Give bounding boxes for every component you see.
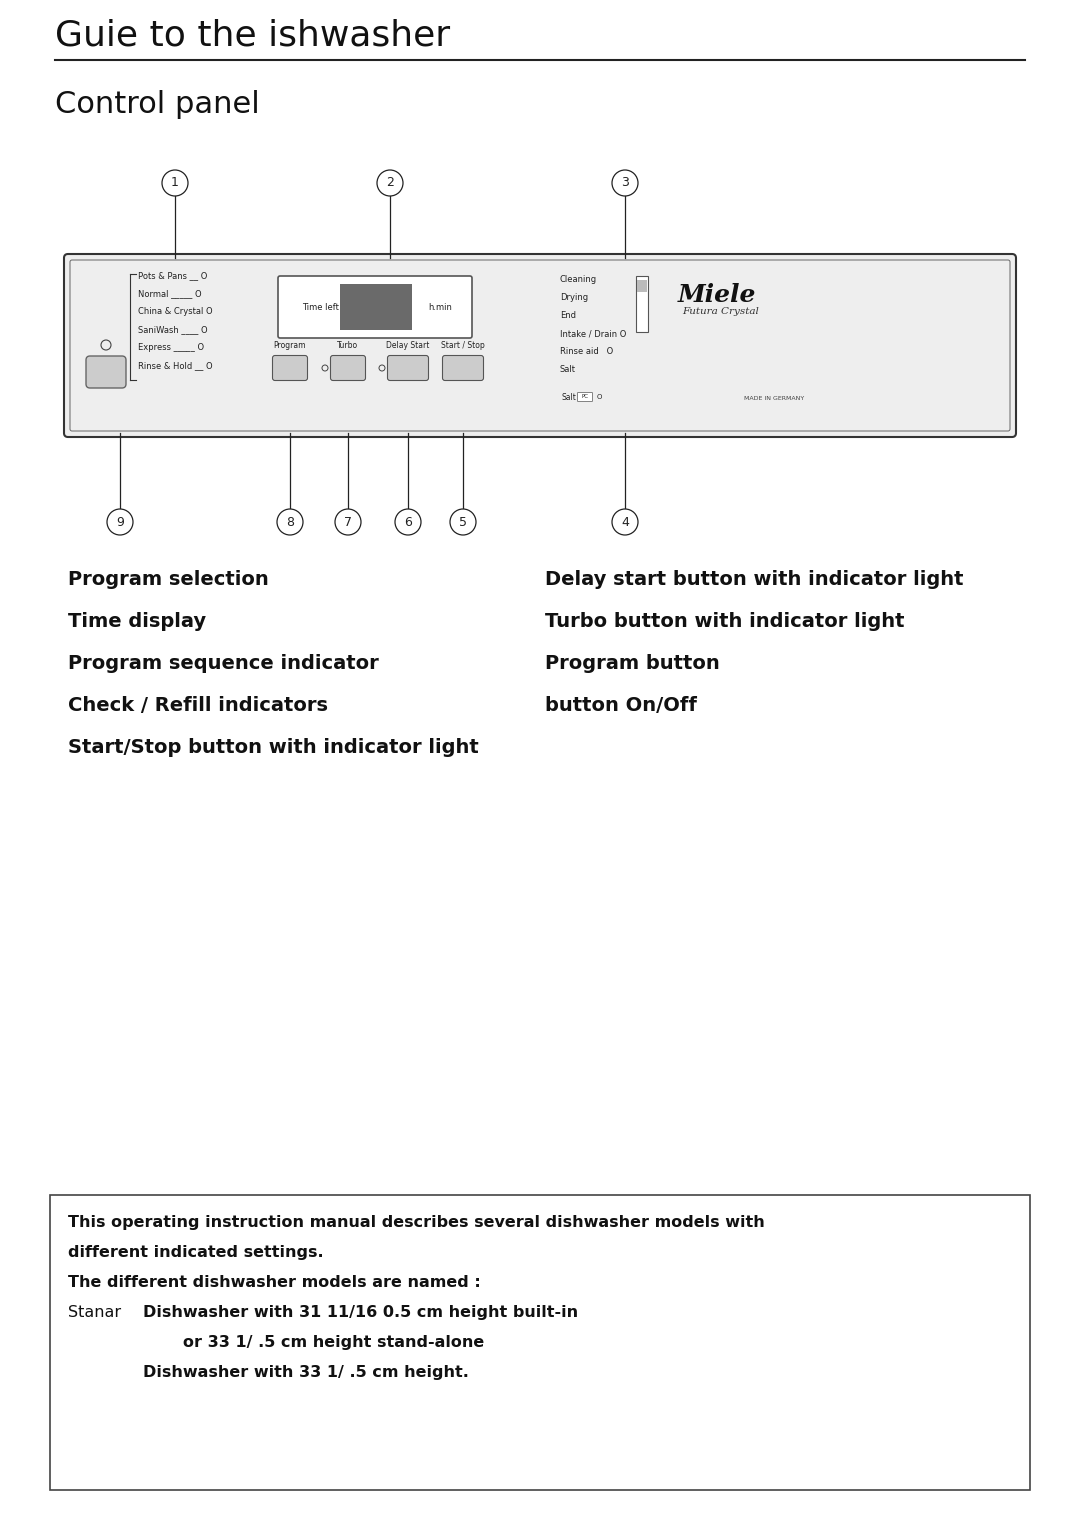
Text: Start / Stop: Start / Stop xyxy=(441,341,485,350)
FancyBboxPatch shape xyxy=(443,356,484,381)
Text: Start/Stop button with indicator light: Start/Stop button with indicator light xyxy=(68,739,478,757)
Text: Stanar: Stanar xyxy=(68,1304,121,1320)
Text: Salt: Salt xyxy=(561,365,576,375)
Text: Pots & Pans __ O: Pots & Pans __ O xyxy=(138,272,207,280)
Text: button On/Off: button On/Off xyxy=(545,696,697,716)
Text: O: O xyxy=(597,394,603,401)
Text: Turbo button with indicator light: Turbo button with indicator light xyxy=(545,612,905,631)
Text: or 33 1/ .5 cm height stand-alone: or 33 1/ .5 cm height stand-alone xyxy=(183,1335,484,1350)
Text: Turbo: Turbo xyxy=(337,341,359,350)
Text: Drying: Drying xyxy=(561,294,589,303)
Text: Guie to the ishwasher: Guie to the ishwasher xyxy=(55,18,450,52)
Text: Normal _____ O: Normal _____ O xyxy=(138,289,202,298)
Text: China & Crystal O: China & Crystal O xyxy=(138,307,213,317)
Text: 8: 8 xyxy=(286,515,294,529)
FancyBboxPatch shape xyxy=(278,277,472,338)
Text: different indicated settings.: different indicated settings. xyxy=(68,1245,324,1260)
Text: 6: 6 xyxy=(404,515,411,529)
Text: Program selection: Program selection xyxy=(68,570,269,589)
Text: Express _____ O: Express _____ O xyxy=(138,344,204,353)
Text: Cleaning: Cleaning xyxy=(561,275,597,284)
Text: The different dishwasher models are named :: The different dishwasher models are name… xyxy=(68,1275,481,1290)
Bar xyxy=(50,1196,1030,1489)
Text: Salt: Salt xyxy=(561,393,576,402)
Circle shape xyxy=(450,509,476,535)
Text: Program: Program xyxy=(273,341,307,350)
Text: Dishwasher with 31 11/16 0.5 cm height built-in: Dishwasher with 31 11/16 0.5 cm height b… xyxy=(143,1304,578,1320)
Circle shape xyxy=(612,170,638,196)
Bar xyxy=(637,280,647,292)
Text: Time left: Time left xyxy=(302,303,339,312)
Text: h.min: h.min xyxy=(428,303,451,312)
Text: This operating instruction manual describes several dishwasher models with: This operating instruction manual descri… xyxy=(68,1216,765,1229)
Text: Time display: Time display xyxy=(68,612,206,631)
Circle shape xyxy=(395,509,421,535)
Circle shape xyxy=(276,509,303,535)
Text: Program sequence indicator: Program sequence indicator xyxy=(68,654,379,673)
Text: PC: PC xyxy=(581,394,589,399)
Bar xyxy=(340,284,411,330)
Text: Check / Refill indicators: Check / Refill indicators xyxy=(68,696,328,716)
Text: Program button: Program button xyxy=(545,654,719,673)
Circle shape xyxy=(335,509,361,535)
Circle shape xyxy=(162,170,188,196)
FancyBboxPatch shape xyxy=(272,356,308,381)
FancyBboxPatch shape xyxy=(330,356,365,381)
Text: Miele: Miele xyxy=(678,283,756,307)
Text: 2: 2 xyxy=(386,176,394,190)
Text: 9: 9 xyxy=(116,515,124,529)
Bar xyxy=(636,277,648,332)
Text: 1: 1 xyxy=(171,176,179,190)
FancyBboxPatch shape xyxy=(578,393,593,402)
Circle shape xyxy=(612,509,638,535)
Text: Rinse aid   O: Rinse aid O xyxy=(561,347,613,356)
Text: Control panel: Control panel xyxy=(55,90,260,119)
Circle shape xyxy=(377,170,403,196)
Text: SaniWash ____ O: SaniWash ____ O xyxy=(138,326,207,335)
Text: Rinse & Hold __ O: Rinse & Hold __ O xyxy=(138,361,213,370)
Text: Intake / Drain O: Intake / Drain O xyxy=(561,330,626,338)
FancyBboxPatch shape xyxy=(64,254,1016,437)
Text: 4: 4 xyxy=(621,515,629,529)
Text: 5: 5 xyxy=(459,515,467,529)
Text: Delay Start: Delay Start xyxy=(387,341,430,350)
Text: Delay start button with indicator light: Delay start button with indicator light xyxy=(545,570,963,589)
FancyBboxPatch shape xyxy=(86,356,126,388)
Text: 3: 3 xyxy=(621,176,629,190)
Text: MADE IN GERMANY: MADE IN GERMANY xyxy=(744,396,805,401)
Text: Dishwasher with 33 1/ .5 cm height.: Dishwasher with 33 1/ .5 cm height. xyxy=(143,1365,469,1381)
Circle shape xyxy=(107,509,133,535)
Text: End: End xyxy=(561,312,576,321)
Text: 7: 7 xyxy=(345,515,352,529)
Text: Futura Crystal: Futura Crystal xyxy=(681,307,759,317)
FancyBboxPatch shape xyxy=(388,356,429,381)
